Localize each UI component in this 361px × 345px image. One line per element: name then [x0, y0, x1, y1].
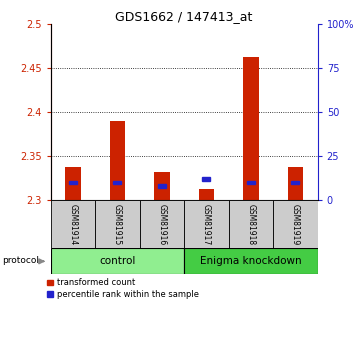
Bar — [69, 181, 77, 184]
Text: GSM81914: GSM81914 — [68, 204, 77, 245]
Bar — [158, 184, 166, 188]
Bar — [65, 167, 81, 200]
Bar — [203, 177, 210, 181]
Text: protocol: protocol — [3, 256, 39, 265]
Text: Enigma knockdown: Enigma knockdown — [200, 256, 302, 266]
Bar — [51, 200, 95, 248]
Bar — [247, 181, 255, 184]
Title: GDS1662 / 147413_at: GDS1662 / 147413_at — [116, 10, 253, 23]
Bar — [109, 121, 125, 200]
Bar — [184, 248, 318, 274]
Bar — [273, 200, 318, 248]
Text: GSM81916: GSM81916 — [157, 204, 166, 245]
Bar — [95, 200, 140, 248]
Bar — [199, 189, 214, 200]
Bar — [291, 181, 299, 184]
Bar — [140, 200, 184, 248]
Bar — [51, 248, 184, 274]
Bar — [243, 57, 259, 200]
Text: GSM81915: GSM81915 — [113, 204, 122, 245]
Text: control: control — [99, 256, 135, 266]
Bar — [184, 200, 229, 248]
Bar — [288, 167, 303, 200]
Text: GSM81918: GSM81918 — [247, 204, 255, 245]
Legend: transformed count, percentile rank within the sample: transformed count, percentile rank withi… — [48, 278, 199, 298]
Bar — [229, 200, 273, 248]
Text: GSM81917: GSM81917 — [202, 204, 211, 245]
Text: GSM81919: GSM81919 — [291, 204, 300, 245]
Bar — [113, 181, 121, 184]
Bar — [154, 172, 170, 200]
